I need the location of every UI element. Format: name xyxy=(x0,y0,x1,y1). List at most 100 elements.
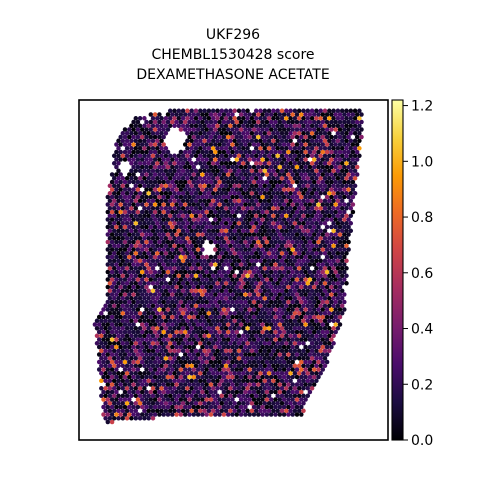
spot-point xyxy=(303,299,308,305)
spot-point xyxy=(198,161,203,166)
spot-point xyxy=(176,401,182,406)
spot-point xyxy=(127,149,132,155)
spot-point xyxy=(122,217,128,222)
spot-point xyxy=(120,228,126,234)
spot-point xyxy=(137,146,143,151)
spot-point xyxy=(234,239,240,245)
spot-point xyxy=(279,296,285,301)
spot-point xyxy=(131,239,136,245)
spot-point xyxy=(99,363,104,369)
spot-point xyxy=(273,179,278,185)
spot-point xyxy=(350,202,356,207)
spot-point xyxy=(142,296,147,301)
spot-point xyxy=(174,157,179,162)
spot-point xyxy=(124,191,130,196)
spot-point xyxy=(195,329,201,335)
spot-point xyxy=(167,393,173,399)
spot-point xyxy=(204,224,209,230)
spot-point xyxy=(288,273,293,279)
spot-point xyxy=(290,329,295,335)
spot-point xyxy=(174,209,179,215)
spot-point xyxy=(344,168,349,174)
spot-point xyxy=(195,262,201,267)
spot-point xyxy=(155,386,160,391)
spot-point xyxy=(329,202,334,207)
spot-point xyxy=(206,273,212,279)
spot-point xyxy=(139,382,145,387)
spot-point xyxy=(247,367,252,372)
spot-point xyxy=(159,138,164,144)
spot-point xyxy=(241,408,246,414)
spot-point xyxy=(290,202,295,207)
spot-point xyxy=(286,277,291,282)
spot-point xyxy=(314,303,319,309)
spot-point xyxy=(172,296,177,301)
spot-point xyxy=(107,348,113,354)
spot-point xyxy=(281,224,287,230)
spot-point xyxy=(210,206,216,211)
spot-point xyxy=(142,228,147,234)
spot-point xyxy=(286,172,291,177)
spot-point xyxy=(311,344,317,350)
spot-point xyxy=(266,378,272,384)
spot-point xyxy=(281,164,287,170)
spot-point xyxy=(167,318,173,324)
spot-point xyxy=(142,303,147,309)
spot-point xyxy=(262,258,268,264)
spot-point xyxy=(161,329,166,335)
spot-point xyxy=(232,153,237,159)
spot-point xyxy=(230,292,235,297)
spot-point xyxy=(322,356,328,361)
colorbar-frame xyxy=(391,99,404,441)
spot-point xyxy=(137,236,143,241)
spot-point xyxy=(275,251,280,256)
spot-point xyxy=(241,348,246,354)
spot-point xyxy=(350,172,356,177)
spot-point xyxy=(202,273,207,279)
spot-point xyxy=(157,157,162,162)
spot-point xyxy=(238,194,244,200)
spot-point xyxy=(299,382,304,387)
spot-point xyxy=(152,209,158,215)
spot-point xyxy=(176,116,182,121)
spot-point xyxy=(208,322,214,327)
spot-point xyxy=(191,262,197,267)
spot-point xyxy=(219,341,225,346)
spot-point xyxy=(238,314,244,320)
spot-point xyxy=(129,206,134,211)
spot-point xyxy=(320,239,326,245)
spot-point xyxy=(258,408,263,414)
spot-point xyxy=(299,232,304,237)
spot-point xyxy=(314,138,319,144)
spot-point xyxy=(208,224,214,230)
spot-point xyxy=(204,127,209,132)
spot-point xyxy=(111,303,117,309)
spot-point xyxy=(146,288,151,294)
spot-point xyxy=(137,273,143,279)
spot-point xyxy=(281,344,287,350)
spot-point xyxy=(322,266,328,271)
spot-point xyxy=(243,164,248,170)
spot-point xyxy=(271,206,276,211)
spot-point xyxy=(354,149,360,155)
spot-point xyxy=(215,146,220,151)
spot-point xyxy=(279,288,285,294)
spot-point xyxy=(114,172,119,177)
spot-point xyxy=(139,149,145,155)
spot-point xyxy=(225,389,231,395)
spot-point xyxy=(127,187,132,192)
spot-point xyxy=(264,277,270,282)
spot-point xyxy=(335,116,341,121)
spot-point xyxy=(320,179,326,185)
spot-point xyxy=(133,288,139,294)
spot-point xyxy=(290,404,295,410)
spot-point xyxy=(284,378,289,384)
spot-point xyxy=(268,262,274,267)
spot-point xyxy=(137,288,143,294)
spot-point xyxy=(174,404,179,410)
spot-point xyxy=(322,116,328,121)
spot-point xyxy=(193,386,199,391)
spot-point xyxy=(114,157,119,162)
spot-point xyxy=(159,198,164,204)
spot-point xyxy=(331,116,336,121)
